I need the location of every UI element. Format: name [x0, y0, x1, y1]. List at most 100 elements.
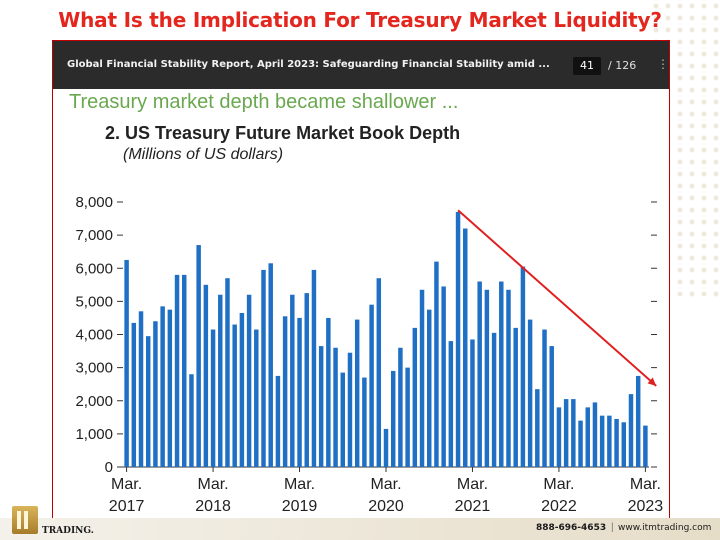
bar-chart: 0 1,000 2,000 3,000 4,000 5,000 6,000 7,000 8,00… — [75, 194, 664, 515]
bar — [484, 289, 490, 467]
bar — [182, 274, 187, 467]
x-tick-label-month: Mar. — [543, 476, 574, 493]
chart-unit-label: (Millions of US dollars) — [123, 146, 284, 163]
bar — [145, 336, 151, 467]
toolbar-more-icon[interactable]: ⋮ — [657, 57, 669, 71]
y-tick-label: 8,000 — [75, 194, 113, 211]
document-title: Global Financial Stability Report, April… — [67, 59, 550, 70]
itm-trading-logo: TRADING. — [12, 506, 102, 540]
y-tick-label: 7,000 — [75, 227, 113, 244]
x-tick-label-year: 2021 — [455, 498, 491, 515]
x-tick-label-month: Mar. — [198, 476, 229, 493]
y-tick-label: 2,000 — [75, 393, 113, 410]
page-total: / 126 — [608, 59, 637, 72]
bar — [448, 341, 454, 467]
bar — [347, 352, 353, 467]
bar — [405, 367, 410, 467]
slide-title: What Is the Implication For Treasury Mar… — [58, 8, 662, 32]
x-tick-label-month: Mar. — [111, 476, 142, 493]
bar — [571, 399, 576, 467]
bar — [426, 309, 432, 467]
bar — [318, 346, 324, 467]
bar — [246, 294, 252, 467]
x-tick-label-year: 2019 — [282, 498, 318, 515]
bar — [282, 316, 288, 467]
page-number-input[interactable]: 41 — [573, 57, 601, 75]
y-tick-label: 6,000 — [75, 260, 113, 277]
bar — [304, 293, 309, 467]
bar — [527, 319, 533, 467]
bar — [390, 370, 396, 467]
figure-subtitle: Treasury market depth became shallower .… — [69, 91, 459, 113]
bar — [614, 418, 619, 467]
bar — [225, 278, 230, 467]
bar — [275, 375, 281, 467]
bar — [254, 329, 259, 467]
bar — [153, 321, 158, 467]
logo-text: TRADING. — [42, 526, 94, 536]
bar — [124, 259, 129, 467]
bar — [376, 278, 382, 467]
bar — [398, 347, 403, 467]
bar — [506, 289, 511, 467]
bar — [174, 274, 180, 467]
bar — [362, 377, 367, 467]
x-tick-label-month: Mar. — [370, 476, 401, 493]
bar — [297, 317, 302, 467]
x-tick-label-month: Mar. — [284, 476, 315, 493]
bar — [210, 329, 216, 467]
bar — [160, 306, 165, 467]
trend-arrowhead — [647, 377, 657, 386]
logo-mark-icon — [12, 506, 38, 534]
footer-bar — [0, 518, 720, 540]
bar — [412, 327, 418, 467]
bar — [556, 407, 562, 467]
bar — [535, 389, 540, 467]
trend-line — [457, 209, 657, 387]
bar — [434, 261, 439, 467]
bar — [167, 309, 173, 467]
x-tick-label-year: 2018 — [195, 498, 231, 515]
bar — [369, 304, 374, 467]
bar — [643, 425, 648, 467]
bar — [455, 211, 461, 467]
bar — [477, 281, 482, 467]
bar — [578, 420, 583, 467]
bar — [203, 284, 209, 467]
bar — [549, 346, 554, 467]
footer-website[interactable]: www.itmtrading.com — [618, 523, 712, 533]
bar — [635, 375, 641, 467]
bar — [261, 269, 266, 467]
bar — [470, 339, 475, 467]
y-tick-label: 5,000 — [75, 293, 113, 310]
bar — [607, 415, 612, 467]
document-viewer-panel: Global Financial Stability Report, April… — [52, 40, 670, 519]
bar — [290, 294, 295, 467]
x-tick-label-year: 2020 — [368, 498, 404, 515]
x-tick-label-month: Mar. — [630, 476, 661, 493]
bar — [383, 428, 389, 467]
y-tick-label: 3,000 — [75, 360, 113, 377]
x-tick-label-year: 2023 — [628, 498, 664, 515]
x-tick-label-month: Mar. — [457, 476, 488, 493]
x-tick-label-year: 2017 — [109, 498, 145, 515]
bar — [621, 422, 627, 467]
pdf-viewer-toolbar: Global Financial Stability Report, April… — [53, 41, 669, 89]
bar — [441, 286, 446, 467]
bar — [513, 327, 518, 467]
bar — [592, 402, 598, 467]
footer-phone: 888-696-4653 — [536, 523, 607, 533]
footer-separator: | — [611, 522, 614, 533]
y-tick-label: 1,000 — [75, 426, 113, 443]
bar — [196, 245, 201, 467]
y-tick-label: 4,000 — [75, 327, 113, 344]
bar — [628, 394, 634, 467]
bar — [463, 228, 468, 467]
bar — [232, 324, 237, 467]
y-tick-label: 0 — [105, 459, 113, 476]
bar — [326, 317, 331, 467]
bar — [239, 312, 245, 467]
bar — [189, 374, 194, 467]
x-tick-label-year: 2022 — [541, 498, 577, 515]
bar — [340, 372, 346, 467]
